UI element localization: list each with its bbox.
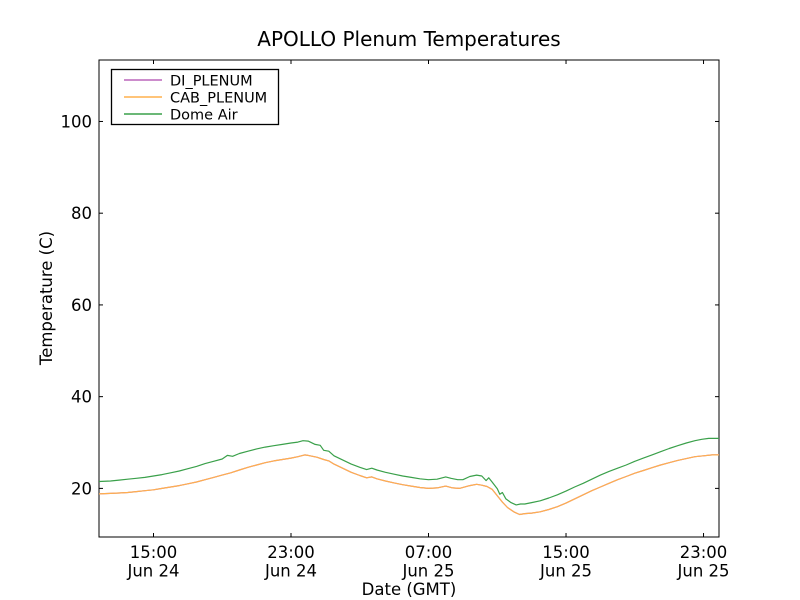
- x-tick-time: 23:00: [267, 543, 315, 562]
- series-line-di-plenum: [98, 454, 719, 516]
- plot-frame: [98, 59, 720, 538]
- y-tick-label: 80: [71, 204, 92, 223]
- x-tick-label: 15:00 Jun 25: [539, 543, 592, 581]
- y-axis-label: Temperature (C): [37, 231, 56, 366]
- x-tick-date: Jun 24: [126, 562, 179, 581]
- x-tick-date: Jun 25: [539, 562, 592, 581]
- x-tick-time: 07:00: [405, 543, 453, 562]
- x-tick-date: Jun 25: [677, 562, 730, 581]
- legend-label: CAB_PLENUM: [170, 91, 267, 107]
- x-tick-label: 23:00 Jun 25: [677, 543, 730, 581]
- chart-title: APOLLO Plenum Temperatures: [257, 27, 560, 51]
- x-tick-time: 15:00: [130, 543, 178, 562]
- x-tick-date: Jun 25: [401, 562, 454, 581]
- legend-label: DI_PLENUM: [170, 74, 253, 90]
- x-tick-label: 15:00 Jun 24: [126, 543, 179, 581]
- x-tick-time: 23:00: [680, 543, 728, 562]
- series-line-cab-plenum: [98, 454, 719, 516]
- x-tick-time: 15:00: [542, 543, 590, 562]
- y-tick-label: 60: [71, 296, 92, 315]
- y-tick-label: 20: [71, 479, 92, 498]
- y-tick-label: 100: [61, 112, 93, 131]
- x-axis-label: Date (GMT): [362, 580, 457, 599]
- y-tick-label: 40: [71, 388, 92, 407]
- x-tick-label: 23:00 Jun 24: [264, 543, 317, 581]
- x-tick-label: 07:00 Jun 25: [401, 543, 454, 581]
- x-tick-date: Jun 24: [264, 562, 317, 581]
- legend-label: Dome Air: [170, 108, 238, 124]
- series-line-dome-air: [98, 437, 719, 506]
